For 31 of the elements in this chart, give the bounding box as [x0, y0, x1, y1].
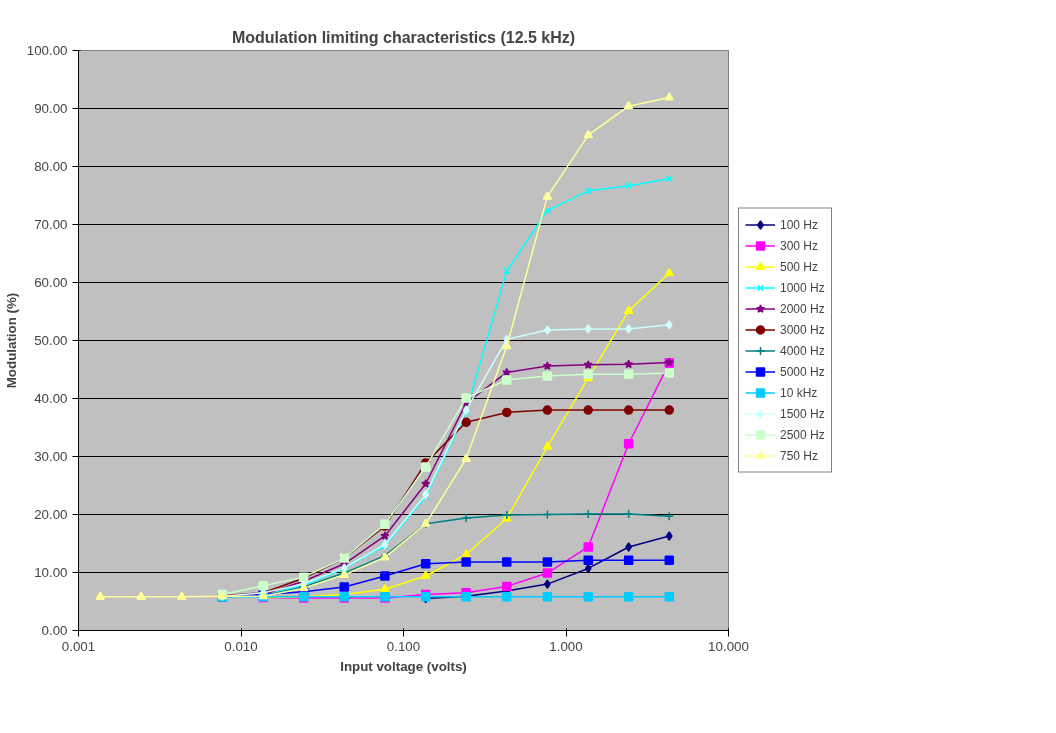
legend-label: 5000 Hz [780, 364, 825, 379]
legend-label: 1000 Hz [780, 280, 825, 295]
y-tick-label: 100.00 [26, 43, 68, 58]
y-tick-label: 50.00 [34, 333, 68, 348]
y-tick-label: 30.00 [34, 449, 68, 464]
chart-title: Modulation limiting characteristics (12.5 kHz) [231, 28, 576, 46]
y-tick-label: 60.00 [34, 275, 68, 290]
legend-label: 2500 Hz [780, 427, 825, 442]
x-tick-label: 1.000 [549, 638, 583, 654]
y-axis-title: Modulation (%) [3, 292, 19, 389]
x-axis-title: Input voltage (volts) [340, 658, 467, 674]
y-tick-label: 70.00 [34, 217, 68, 232]
legend-label: 100 Hz [780, 217, 819, 232]
legend-label: 2000 Hz [780, 301, 825, 316]
y-tick-label: 90.00 [34, 101, 68, 116]
legend-label: 4000 Hz [780, 343, 825, 358]
y-tick-label: 40.00 [34, 391, 68, 406]
x-tick-label: 0.100 [386, 638, 421, 654]
y-tick-label: 10.00 [34, 565, 68, 580]
legend-label: 1500 Hz [780, 406, 825, 421]
y-tick-label: 0.00 [41, 623, 68, 638]
y-tick-label: 20.00 [34, 507, 68, 522]
x-tick-label: 10.000 [708, 638, 749, 654]
legend-label: 300 Hz [780, 238, 819, 253]
y-tick-label: 80.00 [34, 159, 68, 174]
legend-label: 10 kHz [780, 385, 818, 400]
legend-label: 500 Hz [780, 259, 819, 274]
x-tick-label: 0.001 [61, 638, 96, 654]
legend-label: 750 Hz [780, 448, 819, 463]
x-tick-label: 0.010 [224, 638, 258, 654]
legend-label: 3000 Hz [780, 322, 825, 337]
